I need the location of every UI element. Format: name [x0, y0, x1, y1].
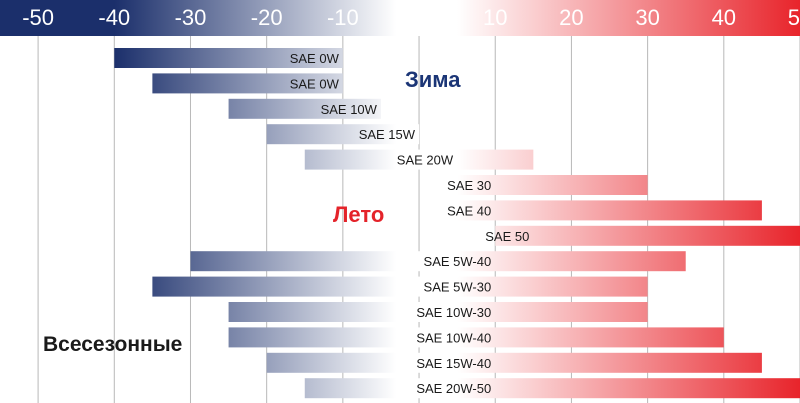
bar-label: SAE 0W [290, 76, 340, 91]
bar-label: SAE 20W-50 [416, 381, 491, 396]
bar [457, 175, 648, 195]
x-tick-label: 40 [712, 5, 736, 30]
bar [266, 352, 762, 373]
group-labels: Зима Лето Всесезонные [43, 67, 461, 356]
group-label-allseason: Всесезонные [43, 333, 182, 356]
bar-label: SAE 10W [321, 102, 378, 117]
x-tick-label: 30 [635, 5, 659, 30]
bar-label: SAE 50 [485, 229, 529, 244]
x-tick-label: -20 [251, 5, 283, 30]
x-tick-label: 0°C [401, 5, 438, 30]
bar [304, 149, 534, 170]
bar-label: SAE 10W-30 [416, 305, 491, 320]
bar [495, 225, 800, 246]
bar-label: SAE 5W-40 [424, 254, 492, 269]
x-tick-label: 10 [483, 5, 507, 30]
x-tick-label: -10 [327, 5, 359, 30]
bar [228, 327, 724, 348]
bar [266, 124, 420, 145]
bar [457, 200, 762, 221]
bar [304, 378, 800, 399]
x-tick-label: -40 [98, 5, 130, 30]
bar-label: SAE 10W-40 [416, 330, 491, 345]
temperature-scale-band [0, 0, 800, 36]
bar [114, 48, 343, 68]
bars: SAE 0W SAE 0W SAE 10W SAE 15W SAE 20W SAE 30 S… [114, 48, 800, 399]
bar [152, 276, 648, 297]
bar-label: SAE 5W-30 [424, 280, 492, 295]
x-tick-label: -50 [22, 5, 54, 30]
x-tick-label: 20 [559, 5, 583, 30]
bar-label: SAE 20W [397, 153, 454, 168]
bar-label: SAE 30 [447, 178, 491, 193]
x-tick-label: 50 [788, 5, 800, 30]
x-tick-label: -30 [175, 5, 207, 30]
bar [228, 98, 381, 119]
bar [190, 251, 686, 272]
bar-label: SAE 0W [290, 51, 340, 66]
group-label-winter: Зима [405, 67, 461, 92]
bar-label: SAE 15W [359, 127, 416, 142]
x-axis-ticks: -50 -40 -30 -20 -10 0°C 10 20 30 40 50 [22, 5, 800, 30]
bar-label: SAE 40 [447, 203, 491, 218]
group-label-summer: Лето [333, 202, 384, 227]
bar-label: SAE 15W-40 [416, 356, 491, 371]
scale-band [0, 0, 800, 36]
bar [152, 73, 343, 94]
bar [228, 302, 648, 322]
